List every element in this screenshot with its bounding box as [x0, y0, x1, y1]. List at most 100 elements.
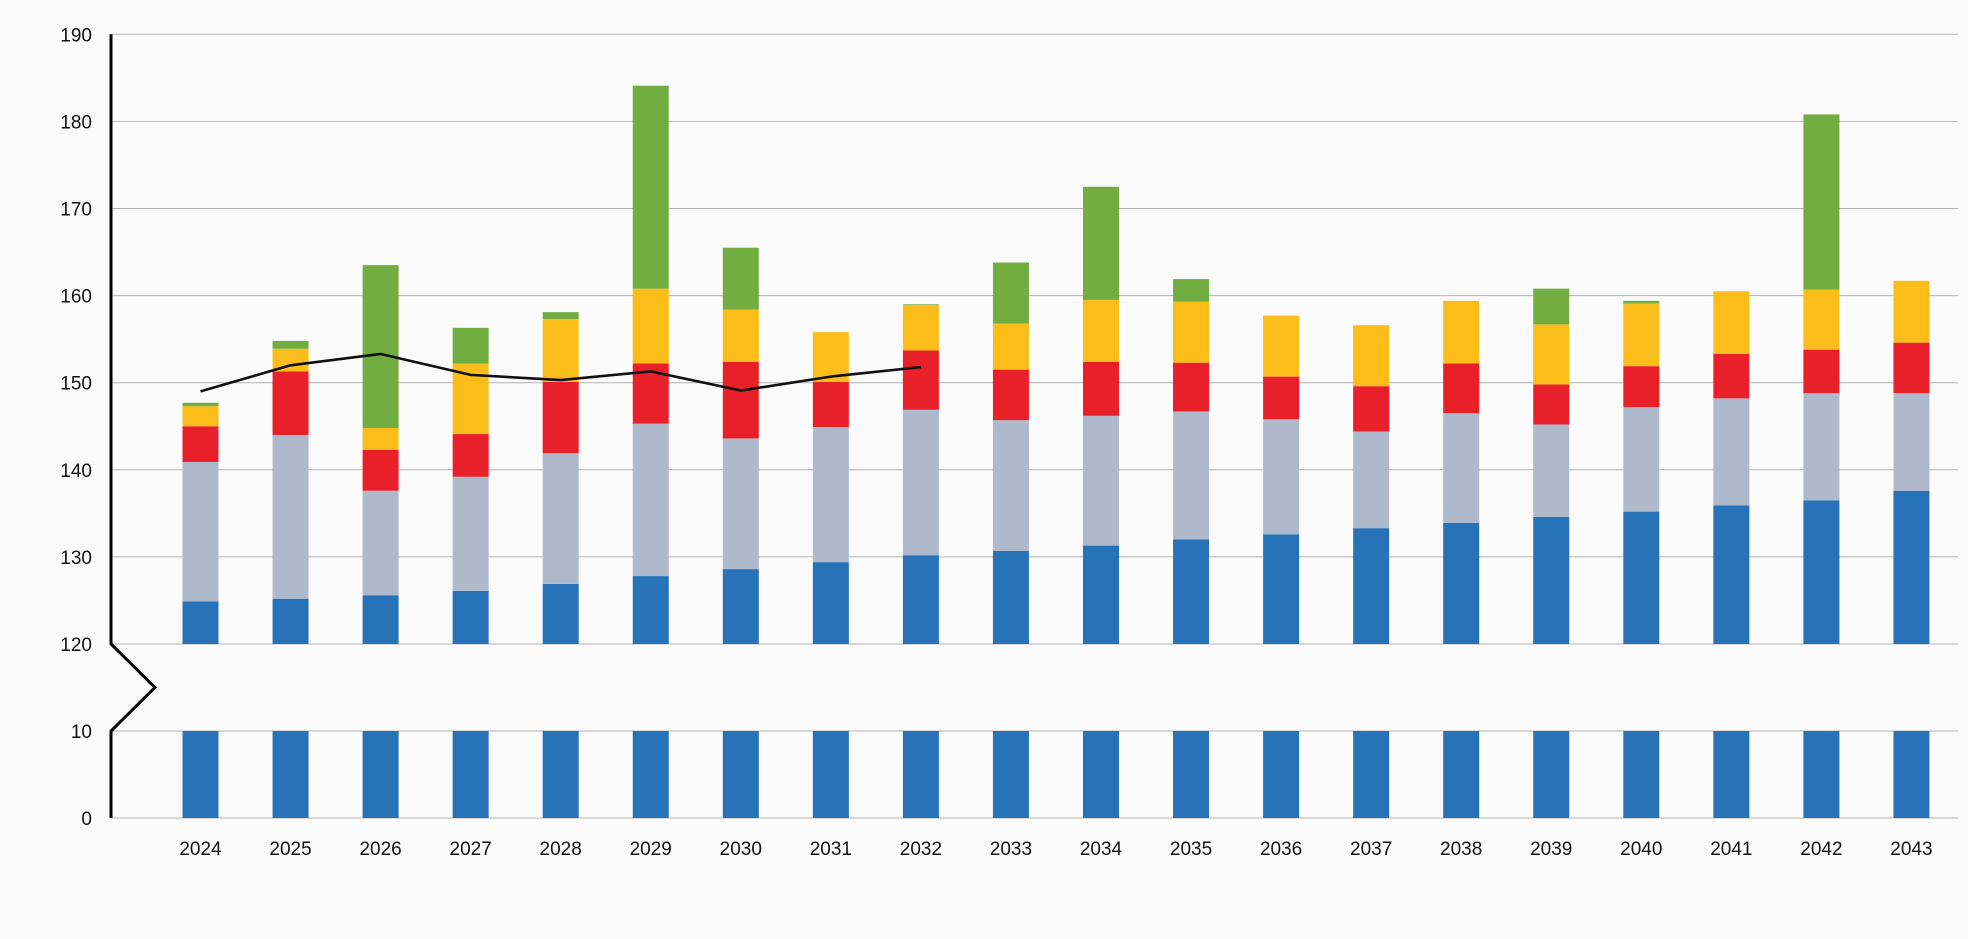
bar-2024-series-5	[182, 402, 219, 407]
bar-2032-series-2	[902, 409, 939, 556]
x-tick-label: 2024	[179, 839, 222, 860]
bar-2032-series-5	[902, 304, 939, 306]
bar-2039-base-lower	[1533, 731, 1570, 818]
bar-2033-base	[992, 550, 1029, 644]
bar-2032-series-3	[902, 350, 939, 410]
y-tick-label: 0	[81, 809, 92, 830]
y-tick-label: 10	[71, 722, 92, 743]
bar-2033-series-2	[992, 420, 1029, 551]
bar-2029-base-lower	[632, 731, 669, 818]
bar-2036-series-3	[1263, 376, 1300, 420]
bar-2035-base-lower	[1173, 731, 1210, 818]
y-tick-label: 120	[60, 635, 92, 656]
x-tick-label: 2032	[900, 839, 942, 860]
y-tick-label: 170	[60, 200, 92, 221]
bar-2026-base	[362, 595, 399, 644]
bar-2040-series-3	[1623, 366, 1660, 408]
bar-2027-base-lower	[452, 731, 489, 818]
bar-2033-series-5	[992, 262, 1029, 324]
bar-2034-series-2	[1083, 415, 1119, 546]
bar-2033-series-3	[992, 369, 1029, 421]
bar-2028-series-3	[542, 381, 579, 454]
bar-2029-series-4	[632, 288, 669, 364]
y-tick-label: 150	[60, 374, 92, 395]
bar-2043-base	[1893, 490, 1930, 644]
bar-2038-series-3	[1443, 363, 1480, 414]
x-tick-label: 2043	[1890, 839, 1932, 860]
y-tick-label: 180	[60, 112, 92, 133]
y-tick-label: 130	[60, 548, 92, 569]
gridlines	[112, 33, 1958, 819]
x-tick-label: 2038	[1440, 839, 1482, 860]
y-tick-label: 140	[60, 461, 92, 482]
bar-2037-series-4	[1353, 325, 1390, 387]
x-tick-label: 2027	[450, 839, 492, 860]
y-axis	[109, 34, 158, 818]
bar-2034-series-5	[1083, 186, 1119, 300]
x-tick-label: 2030	[720, 839, 762, 860]
bar-2031-series-2	[812, 427, 849, 563]
bar-2030-base	[722, 569, 759, 644]
trend-line-group	[200, 352, 922, 393]
bar-2026-series-5	[362, 265, 399, 428]
bar-2024-series-2	[182, 461, 219, 602]
bar-2043-series-2	[1893, 393, 1930, 491]
bar-2040-base	[1623, 511, 1660, 644]
y-tick-labels: 0 10 120 130 140 150 160 170 180 190	[60, 25, 92, 830]
bar-2041-series-4	[1713, 291, 1750, 354]
bar-2029-series-5	[632, 85, 669, 289]
bar-2024-base	[182, 601, 219, 644]
bar-2028-series-4	[542, 319, 579, 382]
x-tick-label: 2025	[269, 839, 311, 860]
bar-2026-series-3	[362, 449, 399, 491]
bar-2035-base	[1173, 539, 1210, 644]
bar-2042-series-4	[1803, 289, 1840, 350]
bar-2042-series-2	[1803, 393, 1840, 501]
axes	[109, 34, 158, 818]
bar-2025-series-2	[272, 434, 309, 599]
bar-2041-series-2	[1713, 398, 1750, 506]
x-tick-label: 2036	[1260, 839, 1302, 860]
bar-2042-base	[1803, 500, 1840, 644]
bar-2036-base-lower	[1263, 731, 1300, 818]
x-tick-label: 2029	[630, 839, 672, 860]
bar-2040-series-4	[1623, 303, 1660, 367]
x-tick-label: 2035	[1170, 839, 1212, 860]
bar-2034-base-lower	[1083, 731, 1119, 818]
bar-2025-base	[272, 598, 309, 644]
x-tick-label: 2028	[540, 839, 582, 860]
bar-2043-base-lower	[1893, 731, 1930, 818]
bar-2026-series-4	[362, 427, 399, 450]
bar-2040-series-5	[1623, 300, 1660, 304]
bar-2030-series-2	[722, 438, 759, 570]
bar-2025-series-3	[272, 371, 309, 435]
bar-2034-base	[1083, 545, 1119, 644]
bar-2032-base-lower	[902, 731, 939, 818]
bar-2035-series-4	[1173, 301, 1210, 363]
bar-2034-series-3	[1083, 361, 1119, 416]
x-tick-label: 2041	[1710, 839, 1752, 860]
bar-2039-base	[1533, 516, 1570, 644]
bar-2038-base-lower	[1443, 731, 1480, 818]
bar-2040-base-lower	[1623, 731, 1660, 818]
bar-2041-base	[1713, 505, 1750, 644]
bar-2027-series-2	[452, 476, 489, 591]
bar-2041-base-lower	[1713, 731, 1750, 818]
bar-2031-base-lower	[812, 731, 849, 818]
bar-2033-series-4	[992, 323, 1029, 370]
y-tick-label: 190	[60, 25, 92, 46]
bar-2040-series-2	[1623, 407, 1660, 512]
bar-2038-series-2	[1443, 413, 1480, 523]
bar-2025-series-5	[272, 340, 309, 349]
bar-2039-series-5	[1533, 288, 1570, 325]
bar-2035-series-5	[1173, 279, 1210, 302]
bar-2025-series-4	[272, 348, 309, 372]
bar-2032-base	[902, 555, 939, 644]
bar-2039-series-3	[1533, 384, 1570, 425]
bar-2037-series-3	[1353, 386, 1390, 432]
bar-2028-base	[542, 583, 579, 644]
bar-2038-series-4	[1443, 300, 1480, 364]
bar-2037-series-2	[1353, 431, 1390, 529]
bars	[182, 85, 1930, 818]
x-tick-labels: 2024 2025 2026 2027 2028 2029 2030 2031 2032 2033…	[179, 839, 1932, 860]
